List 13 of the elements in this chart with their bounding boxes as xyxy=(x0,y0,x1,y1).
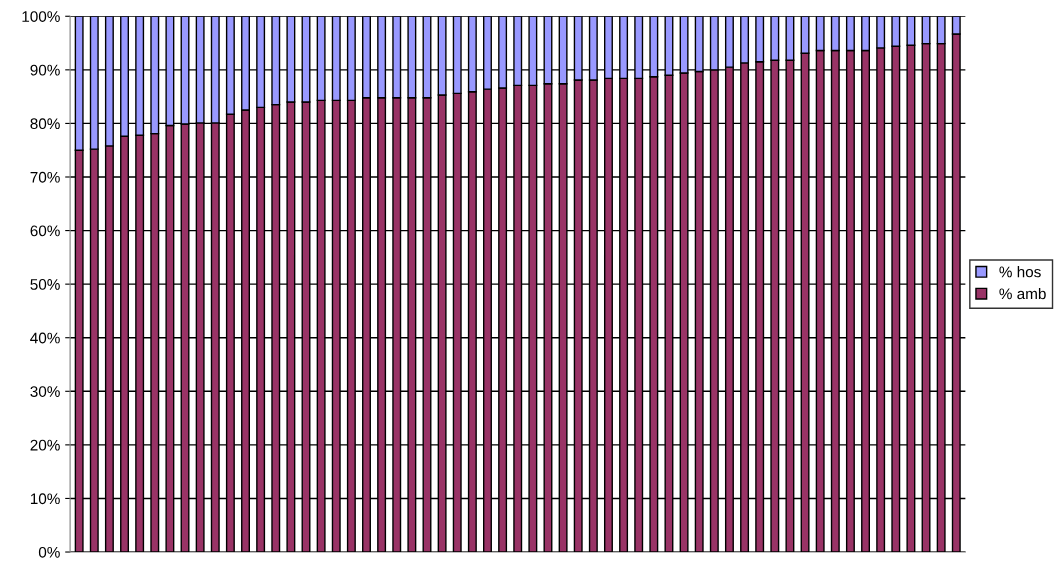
legend-label: % amb xyxy=(999,287,1046,300)
y-tick-label: 20% xyxy=(30,439,60,451)
y-tick-label: 100% xyxy=(22,11,60,22)
y-tick-label: 60% xyxy=(30,225,60,237)
y-tick-label: 30% xyxy=(30,386,60,397)
legend-label: % hos xyxy=(999,266,1041,278)
y-tick-label: 80% xyxy=(30,118,60,130)
y-tick-label: 90% xyxy=(30,64,60,76)
y-tick-label: 40% xyxy=(30,332,60,344)
y-tick-label: 0% xyxy=(38,546,60,558)
y-tick-label: 50% xyxy=(30,279,60,290)
y-tick-label: 10% xyxy=(30,493,60,505)
y-tick-label: 70% xyxy=(30,171,60,183)
